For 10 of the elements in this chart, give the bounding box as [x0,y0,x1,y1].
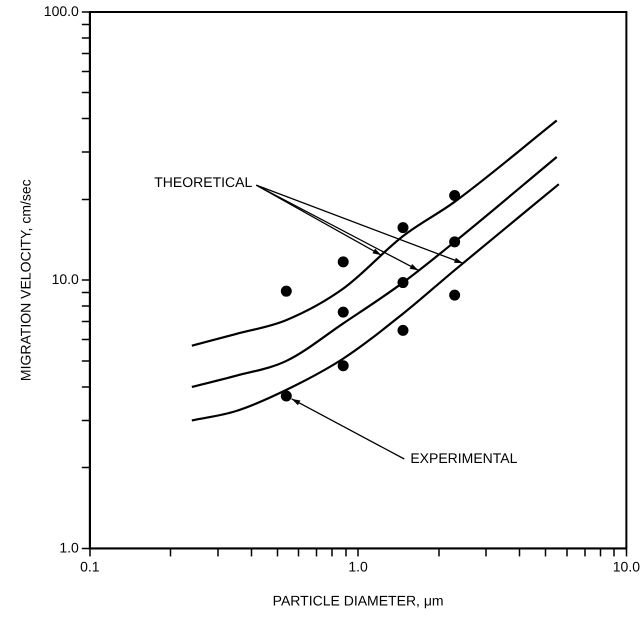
y-tick-label: 1.0 [59,539,80,556]
x-tick-label: 1.0 [348,558,368,575]
y-axis-title: MIGRATION VELOCITY, cm/sec [17,179,34,382]
x-tick-label: 10.0 [612,558,640,575]
y-tick-label: 100.0 [44,2,80,19]
x-axis-title: PARTICLE DIAMETER, μm [272,592,444,608]
y-tick-label: 10.0 [52,271,80,288]
annotation: EXPERIMENTAL [410,450,518,466]
annotation: THEORETICAL [154,174,252,190]
x-tick-label: 0.1 [80,558,100,575]
